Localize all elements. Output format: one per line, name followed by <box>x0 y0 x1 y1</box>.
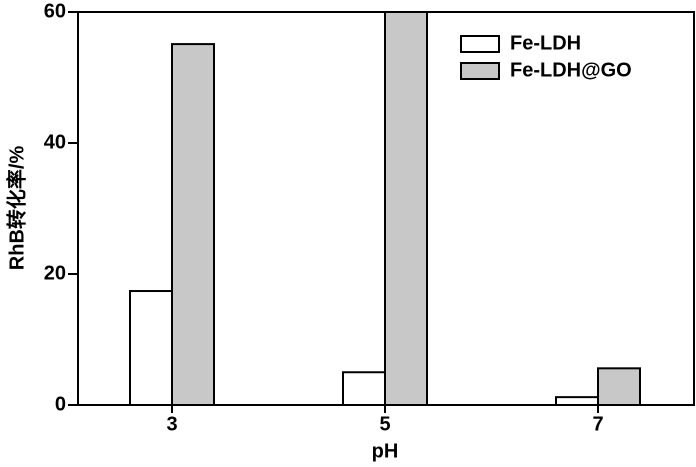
bar <box>555 396 599 407</box>
x-tick-label: 5 <box>379 413 390 435</box>
bar <box>384 11 428 406</box>
bar <box>342 371 386 406</box>
x-tick-label: 7 <box>592 413 603 435</box>
legend-swatch <box>460 35 500 53</box>
x-tick-label: 3 <box>166 413 177 435</box>
plot-frame <box>77 11 695 406</box>
x-axis-label: pH <box>372 440 399 462</box>
y-axis-label: RhB转化率/% <box>4 146 28 271</box>
bar <box>171 43 215 406</box>
y-tick-label: 40 <box>44 131 66 153</box>
bar <box>597 367 641 407</box>
y-tick-label: 0 <box>55 393 66 415</box>
legend-swatch <box>460 62 500 80</box>
y-tick-label: 60 <box>44 0 66 22</box>
bar <box>129 290 173 406</box>
legend-label: Fe-LDH <box>510 32 581 54</box>
legend-label: Fe-LDH@GO <box>510 59 632 81</box>
y-tick-label: 20 <box>44 262 66 284</box>
